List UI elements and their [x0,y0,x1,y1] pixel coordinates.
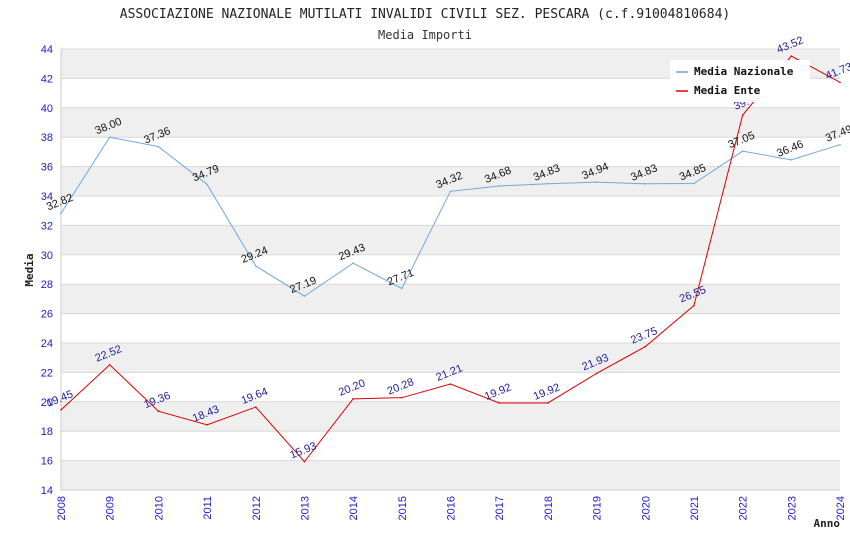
y-tick-label: 20 [41,397,53,409]
grid-band [61,137,840,167]
data-point [790,159,793,161]
y-tick-label: 22 [41,367,53,379]
x-axis-ticks: 2008 2009 2010 2011 2012 2013 2014 2015 2016 2017… [56,496,847,520]
grid-band [61,284,840,314]
x-tick-label: 2009 [105,496,117,520]
y-tick-label: 32 [41,220,53,232]
y-tick-label: 16 [41,456,53,468]
data-point [693,304,695,307]
y-tick-label: 34 [41,191,53,203]
grid-band [61,372,840,402]
data-point [547,182,549,185]
x-tick-label: 2016 [446,496,458,520]
x-tick-label: 2011 [202,496,214,520]
data-point [498,185,500,187]
y-tick-label: 40 [41,103,53,115]
data-point [595,181,598,183]
legend-label-media-ente: Media Ente [694,84,761,97]
legend: Media Nazionale Media Ente [670,60,810,102]
grid-band [61,254,840,285]
data-point [401,396,403,399]
legend-box [670,60,810,102]
y-tick-label: 28 [41,279,53,291]
x-tick-label: 2018 [543,496,555,520]
y-tick-label: 44 [41,44,53,56]
chart-subtitle: Media Importi [378,28,472,42]
y-axis-ticks: 14 16 18 20 22 24 26 28 30 32 34 36 38 40 42 44 [41,44,53,497]
data-point [157,410,160,413]
grid-band [61,431,840,461]
x-tick-label: 2022 [738,496,750,520]
x-tick-label: 2019 [592,496,604,520]
data-point [644,345,647,348]
grid-band [61,460,840,490]
data-point [60,409,62,411]
x-tick-label: 2023 [786,496,798,520]
y-tick-label: 36 [41,162,53,174]
x-tick-label: 2020 [640,496,652,520]
data-point [303,460,306,463]
data-point [352,262,354,264]
grid-bands [60,48,840,491]
grid-band [61,401,840,432]
data-point [254,406,257,408]
data-point [254,265,257,267]
x-tick-label: 2021 [689,496,701,520]
y-tick-label: 30 [41,250,53,262]
data-point [595,372,598,375]
data-point [644,182,647,185]
data-point [352,398,354,400]
data-point [839,81,841,84]
x-tick-label: 2024 [835,496,847,520]
y-tick-label: 14 [41,485,53,497]
data-point [839,143,841,146]
data-point [108,136,111,138]
data-point [206,183,208,186]
data-point [498,402,500,404]
data-point [108,363,111,366]
data-point [790,55,793,57]
grid-band [61,343,840,373]
data-point [206,424,208,426]
data-point [693,182,695,185]
grid-band [61,196,840,226]
x-tick-label: 2010 [153,496,165,520]
y-tick-label: 38 [41,132,53,144]
data-point [741,150,744,152]
data-point [401,287,403,290]
x-tick-label: 2017 [494,496,506,520]
x-axis-label: Anno [814,517,841,530]
y-tick-label: 26 [41,309,53,321]
x-tick-label: 2015 [397,496,409,520]
y-axis-label: Media [23,253,36,286]
x-tick-label: 2008 [56,496,68,520]
data-point [60,212,62,215]
y-tick-label: 42 [41,73,53,85]
grid-band [61,107,840,138]
y-tick-label: 24 [41,338,53,350]
data-point [449,383,452,385]
data-point [303,295,306,297]
x-tick-label: 2012 [251,496,263,520]
chart-title: ASSOCIAZIONE NAZIONALE MUTILATI INVALIDI… [120,7,730,22]
data-point [547,402,549,404]
data-point [741,114,744,116]
x-tick-label: 2014 [348,496,360,520]
y-tick-label: 18 [41,426,53,438]
grid-band [61,225,840,255]
data-point [449,190,452,193]
grid-band [61,313,840,343]
legend-label-media-nazionale: Media Nazionale [694,65,794,78]
x-tick-label: 2013 [299,496,311,520]
data-point [157,145,160,148]
